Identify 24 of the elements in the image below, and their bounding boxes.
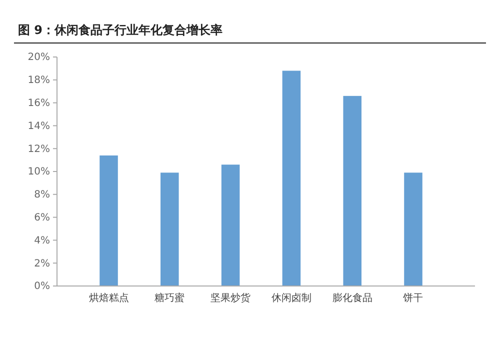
bar: [160, 172, 179, 286]
bar: [100, 155, 118, 286]
y-tick-label: 2%: [34, 258, 50, 270]
y-tick-label: 4%: [34, 235, 50, 246]
x-tick-label: 膨化食品: [332, 292, 372, 304]
chart-title: 图 9：休闲食品子行业年化复合增长率: [18, 23, 223, 37]
y-tick-label: 20%: [28, 52, 50, 64]
y-tick-label: 10%: [28, 166, 50, 178]
x-tick-label: 饼干: [402, 292, 424, 304]
bar: [282, 70, 301, 286]
y-tick-label: 8%: [34, 190, 50, 201]
bar: [221, 164, 240, 286]
x-tick-label: 休闲卤制: [271, 292, 312, 304]
y-tick-label: 12%: [28, 144, 50, 155]
x-tick-label: 烘焙糕点: [88, 292, 129, 304]
x-tick-label: 糖巧蜜: [154, 292, 185, 304]
bar: [404, 172, 422, 286]
x-tick-label: 坚果炒货: [210, 292, 251, 304]
y-tick-label: 14%: [28, 120, 50, 132]
y-tick-label: 6%: [34, 212, 50, 224]
bar: [343, 96, 362, 286]
y-tick-label: 18%: [28, 75, 50, 86]
y-tick-label: 16%: [28, 98, 50, 109]
y-tick-label: 0%: [34, 281, 50, 292]
